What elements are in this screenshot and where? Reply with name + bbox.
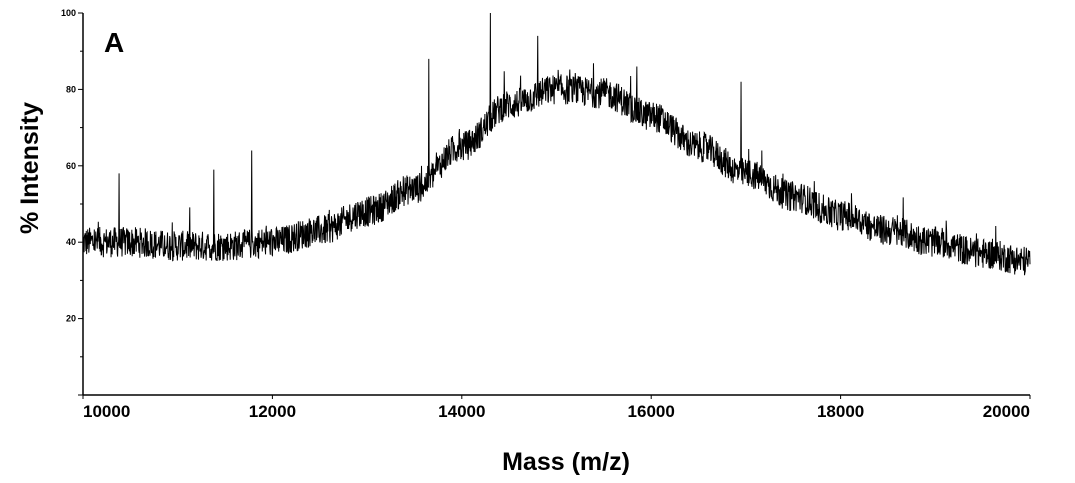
- series-line: [82, 12, 1031, 276]
- x-axis-ticks: 10000 12000 14000 16000 18000 20000: [82, 395, 1031, 421]
- panel-label: A: [104, 27, 124, 58]
- x-tick-label: 18000: [817, 402, 864, 421]
- x-axis-title: Mass (m/z): [502, 448, 630, 476]
- x-tick-label: 12000: [249, 402, 296, 421]
- y-tick-label: 100: [61, 8, 76, 18]
- y-axis-title: % Intensity: [16, 102, 44, 234]
- x-tick-label: 14000: [438, 402, 485, 421]
- y-tick-label: 60: [66, 161, 76, 171]
- y-tick-label: 80: [66, 84, 76, 94]
- y-tick-label: 20: [66, 314, 76, 324]
- y-axis-ticks: 20 40 60 80 100: [61, 8, 83, 396]
- x-tick-label: 16000: [628, 402, 675, 421]
- x-tick-label: 20000: [983, 402, 1030, 421]
- y-tick-label: 40: [66, 237, 76, 247]
- x-tick-label: 10000: [83, 402, 130, 421]
